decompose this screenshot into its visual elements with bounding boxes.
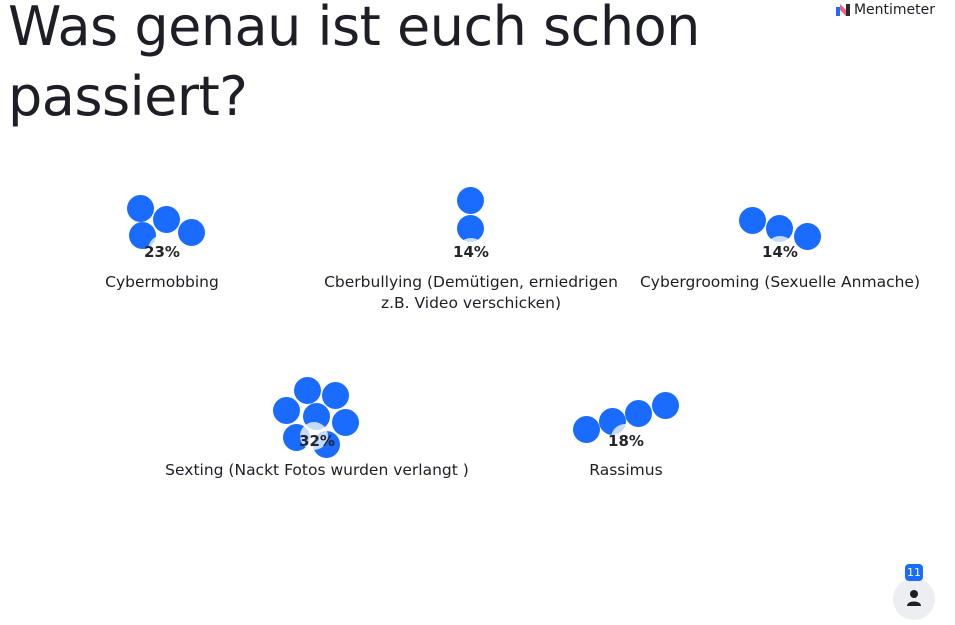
vote-dot xyxy=(322,382,349,409)
vote-dot xyxy=(794,223,821,250)
dot-cluster-rassimus xyxy=(570,390,685,452)
percent-cybermobbing: 23% xyxy=(144,243,180,261)
person-icon xyxy=(907,590,921,606)
mentimeter-brand: Mentimeter xyxy=(835,2,935,18)
vote-dot xyxy=(153,206,180,233)
vote-dot-highlight xyxy=(611,424,639,452)
vote-dot-highlight xyxy=(456,238,486,268)
percent-cybergrooming: 14% xyxy=(762,243,798,261)
percent-cberbullying: 14% xyxy=(453,243,489,261)
vote-dot xyxy=(573,416,600,443)
vote-dot xyxy=(178,219,205,246)
option-label-cybermobbing: Cybermobbing xyxy=(105,273,219,291)
vote-dot xyxy=(625,400,652,427)
question-title: Was genau ist euch schon passiert? xyxy=(8,0,700,128)
vote-dot xyxy=(652,392,679,419)
vote-dot xyxy=(127,195,154,222)
participants-button[interactable] xyxy=(893,578,935,620)
option-label-rassimus: Rassimus xyxy=(589,461,663,479)
vote-dot xyxy=(332,409,359,436)
mentimeter-logo-icon xyxy=(835,4,850,16)
dot-cluster-cybergrooming xyxy=(737,206,827,266)
participant-count-badge: 11 xyxy=(905,564,923,581)
vote-dot-highlight xyxy=(148,235,178,265)
percent-rassimus: 18% xyxy=(608,432,644,450)
percent-sexting: 32% xyxy=(299,432,335,450)
vote-dot xyxy=(273,397,300,424)
vote-dot-highlight xyxy=(765,236,795,266)
vote-dot xyxy=(457,215,484,242)
vote-dot-highlight xyxy=(300,422,328,450)
vote-dot xyxy=(739,207,766,234)
dot-cluster-sexting xyxy=(272,376,364,462)
option-label-cberbullying: Cberbullying (Demütigen, erniedrigen z.B… xyxy=(324,273,618,312)
vote-dot xyxy=(294,377,321,404)
dot-cluster-cybermobbing xyxy=(126,194,208,265)
dot-cluster-cberbullying xyxy=(455,186,490,276)
vote-dot xyxy=(457,187,484,214)
brand-name: Mentimeter xyxy=(853,2,935,18)
option-label-sexting: Sexting (Nackt Fotos wurden verlangt ) xyxy=(165,461,469,479)
option-label-cybergrooming: Cybergrooming (Sexuelle Anmache) xyxy=(639,273,920,291)
